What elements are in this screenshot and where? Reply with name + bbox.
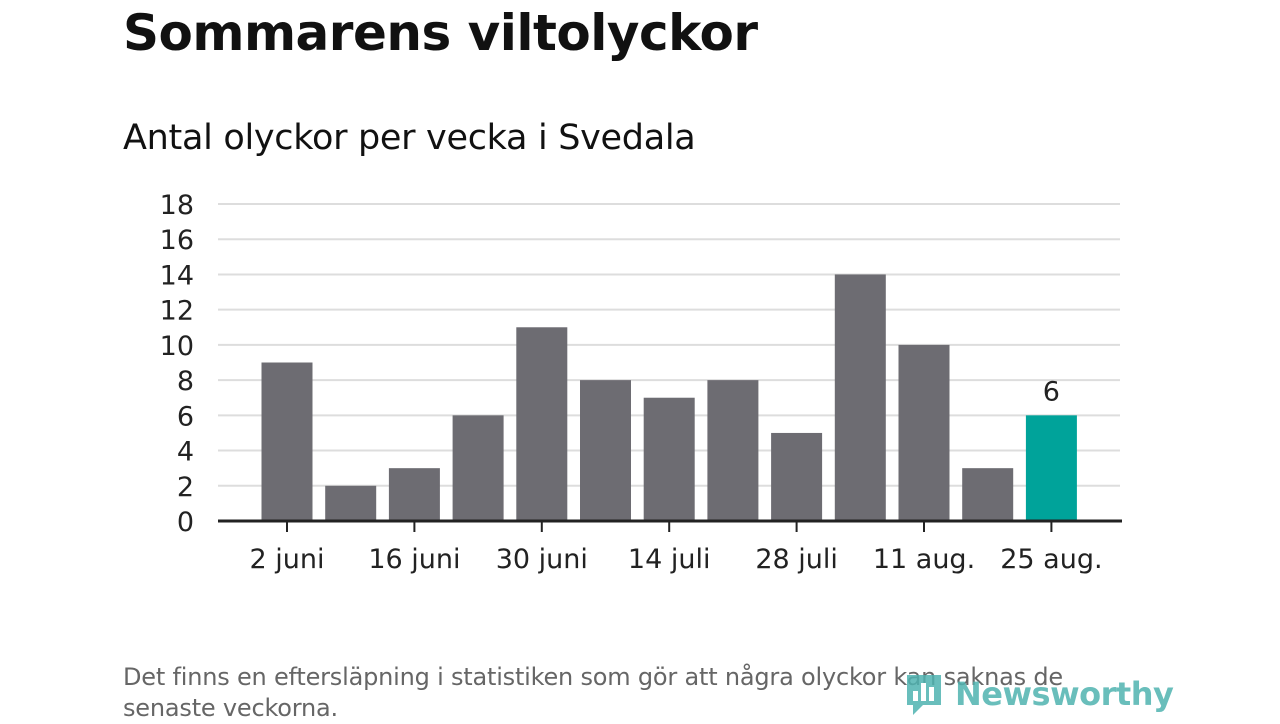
- bar-chart-icon: [903, 671, 945, 717]
- y-tick-label: 6: [177, 401, 194, 432]
- y-tick-label: 2: [177, 472, 194, 503]
- x-tick-label: 11 aug.: [873, 544, 975, 575]
- y-tick-label: 8: [177, 366, 194, 397]
- y-axis-ticks: 0 2 4 6 8 10 12 14 16 18: [160, 190, 194, 538]
- chart-title: Sommarens viltolyckor: [123, 4, 758, 62]
- chart-subtitle: Antal olyckor per vecka i Svedala: [123, 118, 696, 158]
- x-tick-label: 2 juni: [250, 544, 325, 575]
- y-tick-label: 10: [160, 331, 194, 362]
- y-tick-label: 14: [160, 260, 194, 291]
- x-axis-ticks: 2 juni 16 juni 30 juni 14 juli 28 juli 11 aug…: [250, 521, 1103, 575]
- bar: [834, 274, 886, 521]
- x-tick-label: 30 juni: [496, 544, 588, 575]
- bar: [707, 380, 759, 521]
- bar: [643, 397, 695, 521]
- bar: [898, 344, 950, 521]
- x-tick-label: 14 juli: [628, 544, 711, 575]
- y-tick-label: 4: [177, 437, 194, 468]
- bar: [388, 468, 440, 521]
- bar: [516, 327, 568, 521]
- bar: [325, 485, 377, 521]
- bar: [452, 415, 504, 521]
- bar: [580, 380, 631, 521]
- bar-chart: 0 2 4 6 8 10 12 14 16 18 2 juni 16 juni 30 juni 14 j…: [160, 190, 1122, 575]
- data-label: 6: [1043, 376, 1060, 407]
- y-tick-label: 18: [160, 190, 194, 221]
- bar: [261, 362, 313, 521]
- logo-text: Newsworthy: [955, 675, 1174, 713]
- x-tick-label: 25 aug.: [1000, 544, 1102, 575]
- y-tick-label: 12: [160, 296, 194, 327]
- y-tick-label: 16: [160, 225, 194, 256]
- bar-highlight: [1025, 415, 1077, 521]
- x-tick-label: 28 juli: [755, 544, 838, 575]
- footnote: Det finns en eftersläpning i statistiken…: [123, 663, 1063, 722]
- y-tick-label: 0: [177, 507, 194, 538]
- data-labels: 6: [1043, 376, 1060, 407]
- bar: [771, 432, 823, 521]
- newsworthy-logo: Newsworthy: [903, 670, 1174, 718]
- bars: [261, 274, 1077, 521]
- x-tick-label: 16 juni: [368, 544, 460, 575]
- bar: [962, 468, 1014, 521]
